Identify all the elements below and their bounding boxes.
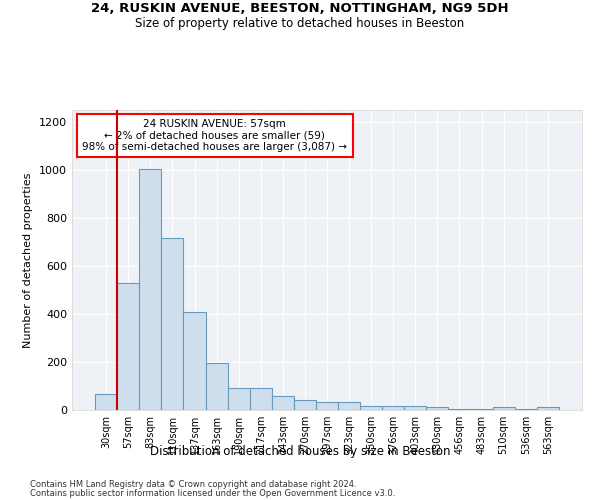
Text: Distribution of detached houses by size in Beeston: Distribution of detached houses by size … xyxy=(150,445,450,458)
Text: Contains public sector information licensed under the Open Government Licence v3: Contains public sector information licen… xyxy=(30,489,395,498)
Bar xyxy=(250,388,272,410)
Bar xyxy=(161,238,184,410)
Bar xyxy=(404,406,427,410)
Bar xyxy=(184,312,206,410)
Text: 24 RUSKIN AVENUE: 57sqm
← 2% of detached houses are smaller (59)
98% of semi-det: 24 RUSKIN AVENUE: 57sqm ← 2% of detached… xyxy=(82,119,347,152)
Bar xyxy=(227,388,250,410)
Text: 24, RUSKIN AVENUE, BEESTON, NOTTINGHAM, NG9 5DH: 24, RUSKIN AVENUE, BEESTON, NOTTINGHAM, … xyxy=(91,2,509,16)
Text: Size of property relative to detached houses in Beeston: Size of property relative to detached ho… xyxy=(136,18,464,30)
Y-axis label: Number of detached properties: Number of detached properties xyxy=(23,172,34,348)
Bar xyxy=(515,409,537,410)
Bar xyxy=(316,402,338,410)
Bar xyxy=(382,406,404,410)
Bar xyxy=(470,409,493,410)
Bar xyxy=(493,407,515,410)
Bar xyxy=(537,407,559,410)
Bar xyxy=(272,396,294,410)
Bar xyxy=(294,400,316,410)
Bar xyxy=(95,394,117,410)
Bar xyxy=(206,362,227,410)
Text: Contains HM Land Registry data © Crown copyright and database right 2024.: Contains HM Land Registry data © Crown c… xyxy=(30,480,356,489)
Bar xyxy=(117,283,139,410)
Bar xyxy=(427,407,448,410)
Bar xyxy=(338,402,360,410)
Bar xyxy=(139,169,161,410)
Bar xyxy=(448,409,470,410)
Bar xyxy=(360,406,382,410)
